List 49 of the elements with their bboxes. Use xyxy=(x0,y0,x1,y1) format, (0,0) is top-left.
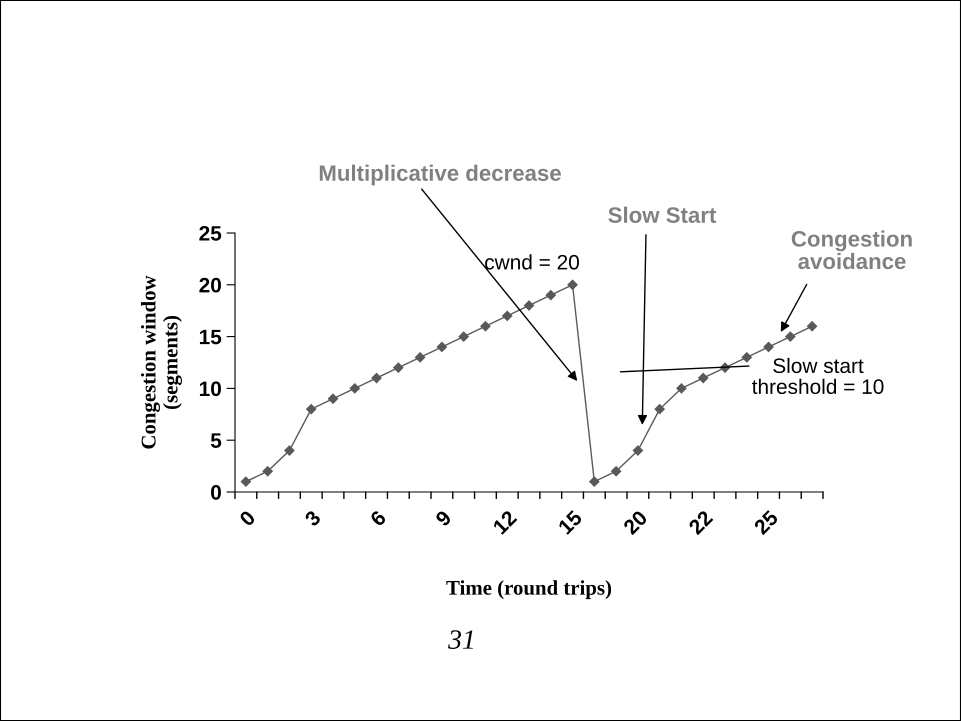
point xyxy=(328,394,338,404)
y-tick-label: 5 xyxy=(210,433,222,448)
text: Multiplicative decrease xyxy=(320,164,561,186)
point xyxy=(371,372,382,384)
point xyxy=(458,331,469,342)
x-tick-label: 9 xyxy=(434,510,452,528)
point xyxy=(567,280,578,290)
y-tick-label: 0 xyxy=(211,485,221,500)
annotation: Congestion avoidance xyxy=(792,230,912,270)
x-tick-label: 12 xyxy=(492,510,518,535)
point xyxy=(414,352,426,362)
text: Slow Start xyxy=(608,206,716,223)
point xyxy=(480,321,491,332)
x-tick-label: 15 xyxy=(558,510,583,535)
point xyxy=(502,310,512,321)
point xyxy=(742,352,752,362)
point xyxy=(610,466,622,476)
y-tick-label: 10 xyxy=(200,381,221,396)
x-tick-label: 25 xyxy=(753,509,779,536)
point xyxy=(393,362,404,373)
x-tick-label: 6 xyxy=(369,509,387,528)
x-tick-label: 3 xyxy=(304,509,322,528)
y-tick-label: 15 xyxy=(200,330,222,344)
point xyxy=(240,476,252,487)
point xyxy=(654,404,665,414)
x-tick-label: 22 xyxy=(688,510,714,536)
point xyxy=(524,300,534,311)
point xyxy=(589,476,600,487)
point xyxy=(763,342,774,352)
point xyxy=(262,466,273,476)
point xyxy=(785,331,796,342)
y-axis-title: Congestion window (segments) xyxy=(140,275,182,449)
point xyxy=(698,372,708,384)
point xyxy=(806,321,818,332)
x-axis-title: Time (round trips) xyxy=(446,580,612,600)
point xyxy=(546,290,556,300)
y-tick-label: 20 xyxy=(199,278,221,293)
point xyxy=(350,383,360,394)
annotation: cwnd = 20 xyxy=(485,254,579,270)
x-tick-label: 20 xyxy=(622,510,648,536)
point xyxy=(676,383,687,394)
x-tick-label: 0 xyxy=(238,510,256,528)
point xyxy=(436,342,448,352)
point xyxy=(306,404,316,414)
y-tick-label: 25 xyxy=(199,226,222,241)
annotation: Slow start threshold = 10 xyxy=(752,358,884,394)
text: 31 xyxy=(448,630,473,649)
point xyxy=(284,445,295,456)
point xyxy=(632,445,644,456)
